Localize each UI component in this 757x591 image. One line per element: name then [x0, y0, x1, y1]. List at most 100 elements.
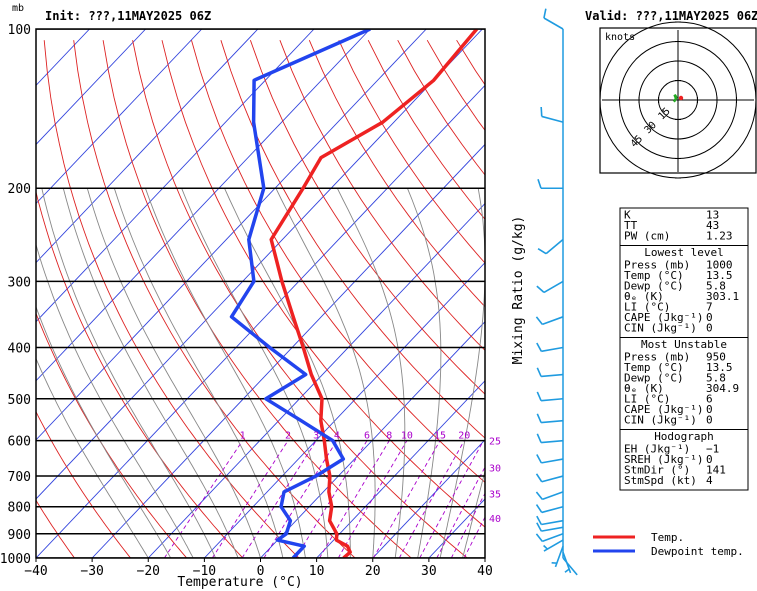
- temperature-tick-labels: −40 −30 −20 −10 0 10 20 30 40: [24, 558, 493, 579]
- mixing-ratio-line: [373, 440, 441, 558]
- wind-barb: [536, 454, 564, 464]
- temperature-tick-label: 0: [257, 564, 265, 579]
- dry-adiabat-line: [36, 410, 132, 558]
- dry-adiabat-line: [191, 40, 485, 483]
- temperature-tick-label: −40: [24, 564, 47, 579]
- mixing-ratio-label: 25: [489, 437, 501, 448]
- index-name: SREH (Jkg⁻¹): [624, 453, 703, 466]
- index-value: 4: [706, 474, 713, 487]
- indices-box: [619, 337, 749, 430]
- dry-adiabat-line: [102, 40, 412, 558]
- index-value: 5.8: [706, 280, 726, 293]
- hodograph-trace: [672, 94, 678, 103]
- dry-adiabat-line: [36, 190, 244, 558]
- isotherm-line: [36, 29, 203, 205]
- index-name: θₑ (K): [624, 382, 664, 395]
- index-name: LI (°C): [624, 393, 670, 406]
- pressure-tick-label: 500: [8, 393, 31, 408]
- isotherm-line: [36, 29, 315, 323]
- mixing-ratio-line: [450, 492, 485, 558]
- dry-adiabat-line: [132, 40, 469, 558]
- index-name: StmDir (°): [624, 464, 690, 477]
- legend: Temp.Dewpoint temp.: [593, 531, 744, 558]
- moist-adiabat-lines: [36, 188, 485, 558]
- wind-barb: [535, 533, 564, 543]
- mixing-ratio-label: 30: [489, 464, 501, 475]
- storm-motion-marker: [678, 95, 684, 101]
- temperature-tick-label: −10: [193, 564, 216, 579]
- pressure-tick-label: 100: [8, 23, 31, 38]
- indices-box-title: Lowest level: [644, 246, 723, 259]
- init-time-label: Init: ???,11MAY2025 06Z: [45, 9, 211, 23]
- indices-box-title: Hodograph: [654, 430, 714, 443]
- index-value: 6: [706, 393, 713, 406]
- isotherm-line: [204, 261, 485, 558]
- wind-barb: [543, 8, 564, 30]
- index-name: CIN (Jkg⁻¹): [624, 322, 697, 335]
- wind-barb-staff: [541, 397, 564, 402]
- wind-barb-feather: [535, 491, 543, 500]
- temperature-tick-label: −20: [137, 564, 160, 579]
- wind-barb-staff: [542, 316, 564, 326]
- wind-barb-feather: [537, 178, 542, 189]
- mixing-ratio-label: 35: [489, 489, 501, 500]
- temperature-tick-label: 10: [309, 564, 325, 579]
- index-name: EH (Jkg⁻¹): [624, 443, 690, 456]
- wind-barb: [535, 504, 564, 514]
- isotherm-line: [36, 29, 147, 146]
- dry-adiabat-line: [36, 499, 76, 558]
- index-name: Press (mb): [624, 259, 690, 272]
- index-name: Dewp (°C): [624, 372, 684, 385]
- dry-adiabat-line: [43, 40, 300, 558]
- moist-adiabat-line: [275, 188, 376, 558]
- moist-adiabat-line: [462, 469, 485, 558]
- wind-barb: [536, 515, 564, 526]
- pressure-tick-label: 600: [8, 435, 31, 450]
- wind-barb: [536, 522, 564, 532]
- isotherm-line: [372, 439, 485, 558]
- index-value: 13.5: [706, 361, 733, 374]
- mixing-ratio-label: 6: [364, 431, 370, 442]
- mixing-ratio-label: 3: [313, 431, 319, 442]
- wind-barbs: [535, 8, 578, 576]
- index-name: Press (mb): [624, 351, 690, 364]
- temperature-profile-line: [269, 29, 479, 558]
- index-name: θₑ (K): [624, 290, 664, 303]
- wind-barb: [535, 491, 564, 501]
- wind-barb-staff: [543, 17, 564, 30]
- index-name: TT: [624, 219, 638, 232]
- index-name: Dewp (°C): [624, 280, 684, 293]
- wind-barb-staff: [542, 533, 564, 543]
- temperature-tick-label: 30: [421, 564, 437, 579]
- index-value: 7: [706, 301, 713, 314]
- mixing-ratio-label: 1: [240, 431, 246, 442]
- wind-barb: [536, 413, 564, 424]
- dry-adiabat-line: [220, 40, 485, 439]
- wind-barb-feather: [535, 316, 543, 325]
- indices-box: [619, 429, 749, 491]
- wind-barb-staff: [541, 346, 564, 353]
- legend-label: Temp.: [651, 531, 684, 544]
- wind-barb-staff: [541, 475, 564, 483]
- unit-mb-label: mb: [12, 3, 24, 14]
- wind-barb-feather: [536, 342, 543, 352]
- dry-adiabat-line: [249, 40, 485, 395]
- isotherm-line: [147, 202, 485, 558]
- index-name: CAPE (Jkg⁻¹): [624, 311, 703, 324]
- wind-barb-feather: [536, 515, 543, 525]
- index-name: LI (°C): [624, 301, 670, 314]
- dry-adiabat-line: [36, 312, 188, 558]
- index-value: 0: [706, 453, 713, 466]
- wind-barb-staff: [541, 505, 564, 514]
- hodograph-title: knots: [605, 32, 635, 43]
- temperature-tick-label: 20: [365, 564, 381, 579]
- wind-barb: [562, 551, 572, 574]
- index-value: 0: [706, 414, 713, 427]
- mixing-ratio-line: [419, 440, 484, 558]
- index-name: PW (cm): [624, 230, 670, 243]
- wind-barb: [536, 433, 564, 444]
- index-value: 0: [706, 311, 713, 324]
